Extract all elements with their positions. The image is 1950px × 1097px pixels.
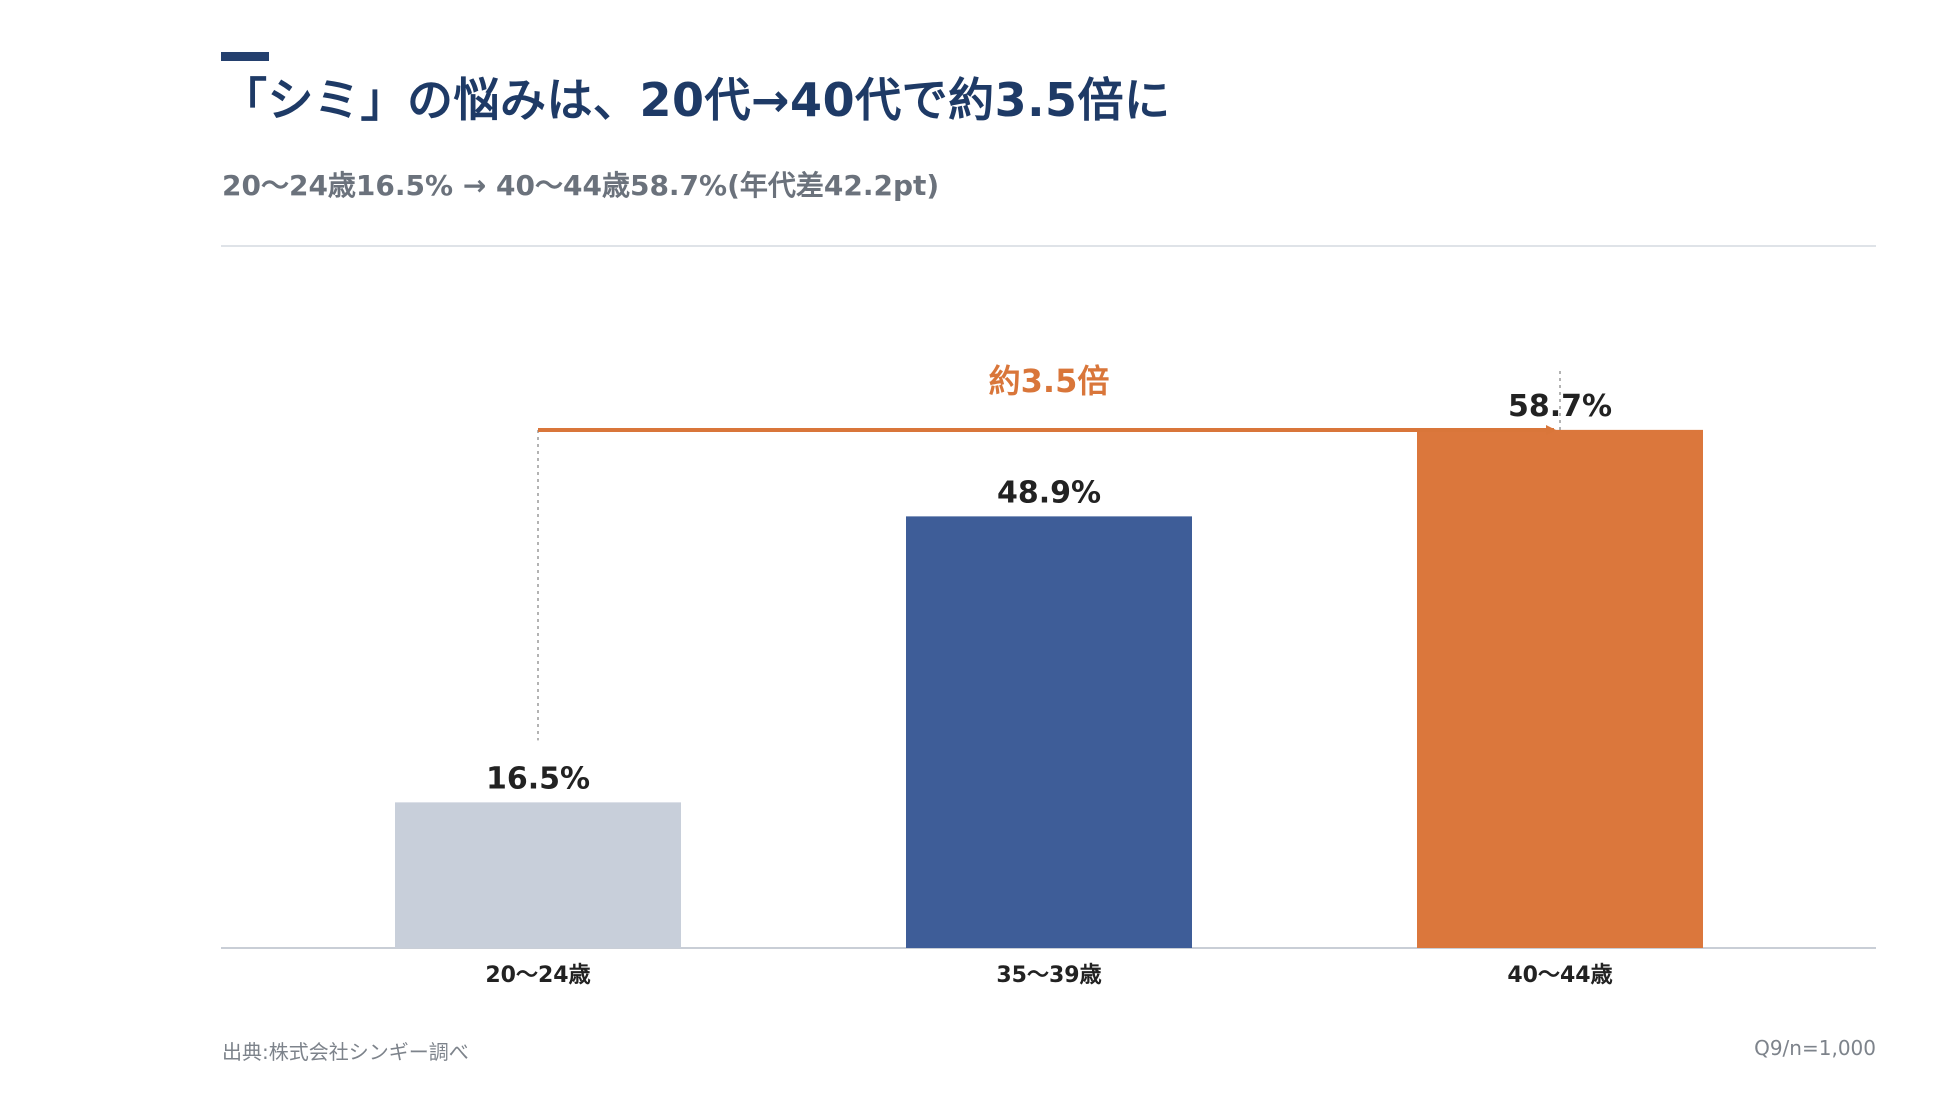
bar-value-label-0: 16.5% — [486, 761, 590, 796]
category-label-2: 40〜44歳 — [1507, 963, 1612, 988]
sample-note: Q9/n=1,000 — [1754, 1036, 1876, 1060]
source-note: 出典:株式会社シンギー調べ — [222, 1040, 469, 1064]
bar-2 — [1417, 429, 1703, 949]
chart-subtitle: 20〜24歳16.5% → 40〜44歳58.7%(年代差42.2pt) — [222, 169, 940, 202]
bar-1 — [906, 516, 1192, 948]
bar-value-label-1: 48.9% — [997, 475, 1101, 510]
category-label-1: 35〜39歳 — [996, 963, 1101, 988]
ratio-annotation: 約3.5倍 — [537, 362, 1561, 741]
ratio-label: 約3.5倍 — [989, 362, 1110, 400]
header-divider — [221, 245, 1876, 247]
bar-0 — [395, 802, 681, 948]
category-label-0: 20〜24歳 — [485, 963, 590, 988]
title-accent-bar — [221, 52, 269, 61]
chart-title: 「シミ」の悩みは、20代→40代で約3.5倍に — [221, 73, 1171, 127]
